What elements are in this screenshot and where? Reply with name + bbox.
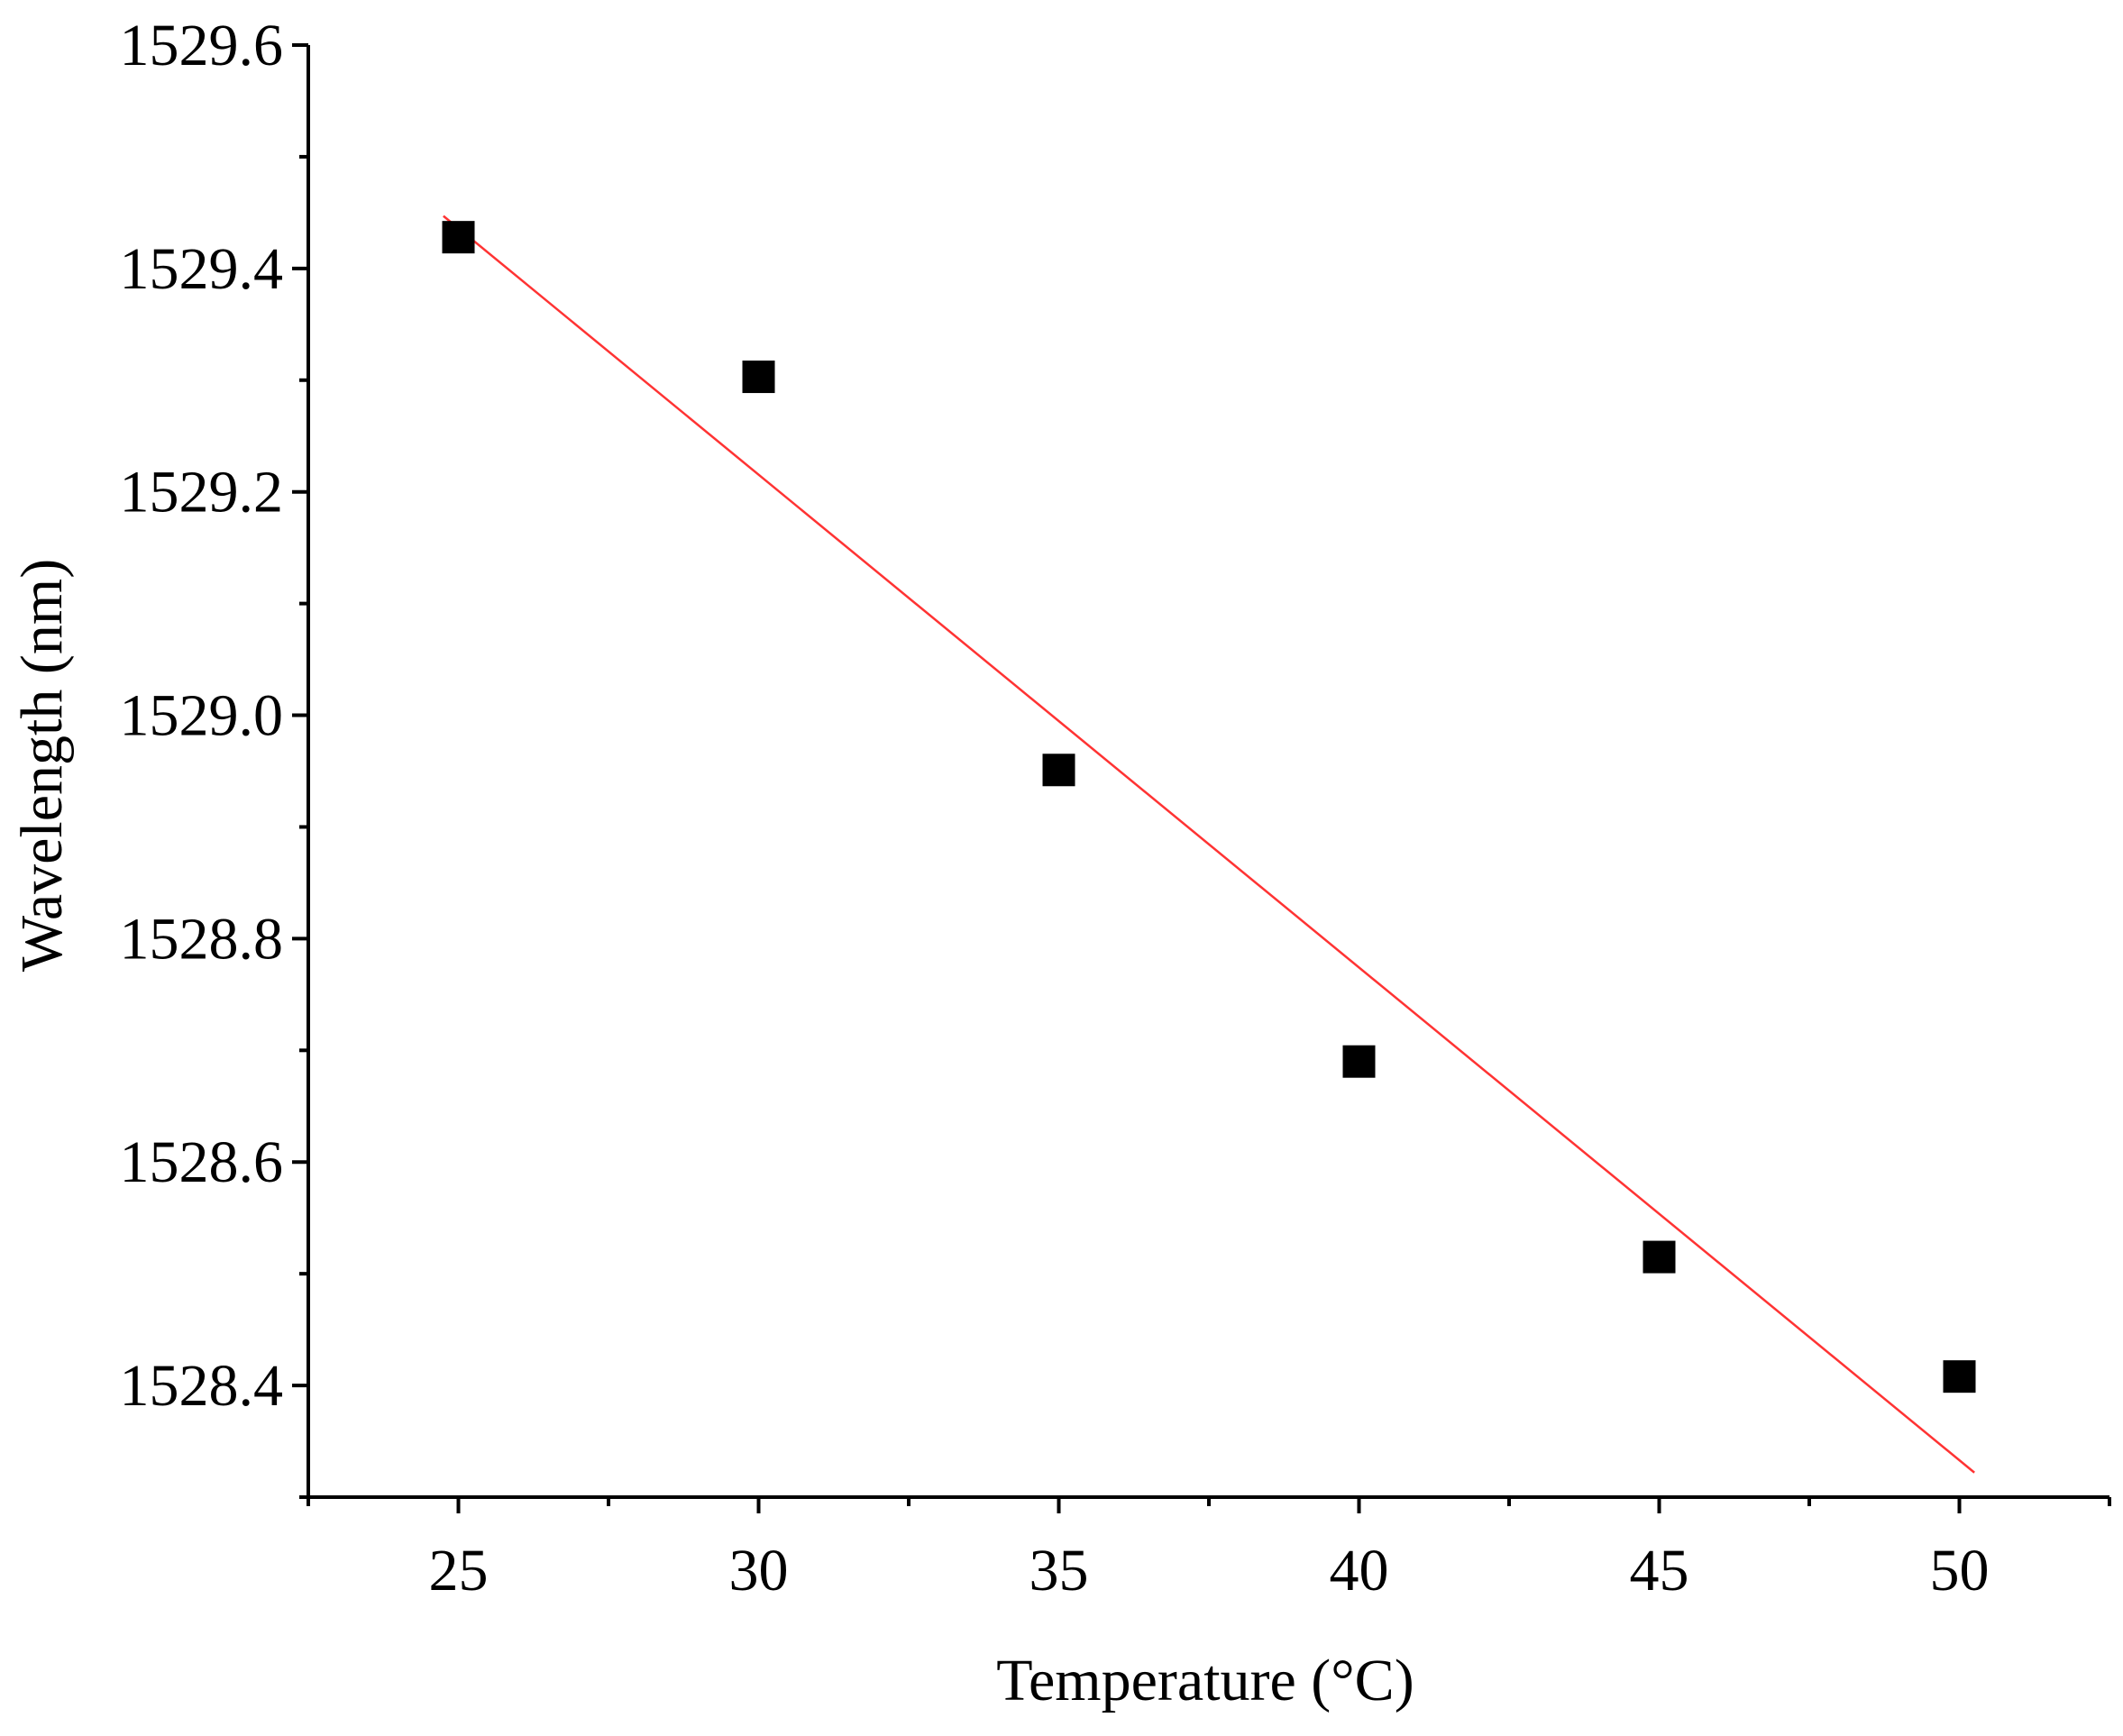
x-tick-label: 50 <box>1930 1538 1990 1604</box>
y-tick-label: 1529.0 <box>120 683 284 749</box>
x-axis-title: Temperature (°C) <box>996 1648 1414 1713</box>
data-point <box>742 361 775 394</box>
x-tick-label: 40 <box>1330 1538 1389 1604</box>
fit-line <box>443 215 1975 1474</box>
y-tick-label: 1528.6 <box>120 1129 284 1195</box>
y-tick-label: 1529.2 <box>120 460 284 525</box>
y-tick-label: 1529.6 <box>120 13 284 78</box>
data-point <box>1342 1045 1376 1078</box>
x-tick-label: 45 <box>1630 1538 1689 1604</box>
y-tick-label: 1529.4 <box>120 236 284 302</box>
y-tick-label: 1528.8 <box>120 906 284 972</box>
y-axis-title: Wavelength (nm) <box>9 559 75 972</box>
x-tick-label: 30 <box>729 1538 789 1604</box>
x-tick-label: 25 <box>429 1538 489 1604</box>
data-point <box>1943 1360 1976 1393</box>
data-point <box>442 221 475 254</box>
data-point <box>1643 1240 1676 1274</box>
y-tick-label: 1528.4 <box>120 1353 284 1419</box>
plot-area: 25 30 35 40 45 50 1528.4 1528.6 1528.8 1529.0 1529… <box>120 13 2111 1604</box>
data-point <box>1042 754 1075 787</box>
x-tick-label: 35 <box>1029 1538 1089 1604</box>
